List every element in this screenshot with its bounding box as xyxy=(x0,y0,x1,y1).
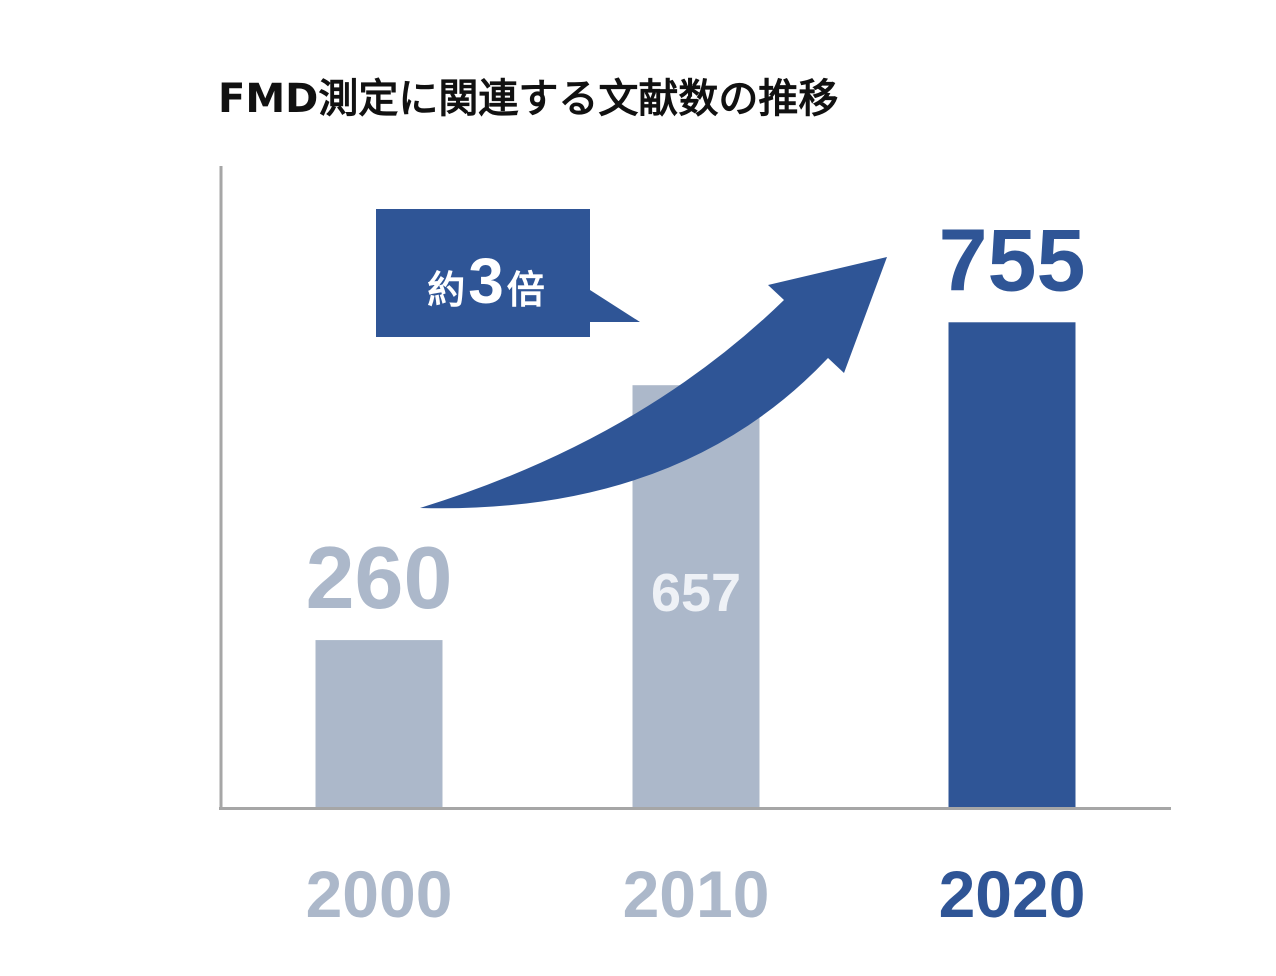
growth-arrow-icon xyxy=(420,257,887,509)
x-tick-label-2020: 2020 xyxy=(939,857,1086,931)
callout-box xyxy=(376,209,640,337)
x-tick-label-2010: 2010 xyxy=(623,857,770,931)
growth-callout: 約3倍 xyxy=(376,209,640,337)
x-tick-label-2000: 2000 xyxy=(306,857,453,931)
value-label-2010: 657 xyxy=(651,563,741,623)
value-label-2000: 260 xyxy=(306,528,453,627)
value-label-2020: 755 xyxy=(939,210,1086,309)
bar-2000 xyxy=(315,640,443,807)
callout-text: 約3倍 xyxy=(427,245,545,317)
callout-prefix: 約 xyxy=(427,268,465,312)
bar-2020 xyxy=(948,322,1076,807)
callout-suffix: 倍 xyxy=(507,268,545,312)
chart-title: FMD測定に関連する文献数の推移 xyxy=(218,76,838,122)
callout-number: 3 xyxy=(468,245,504,317)
